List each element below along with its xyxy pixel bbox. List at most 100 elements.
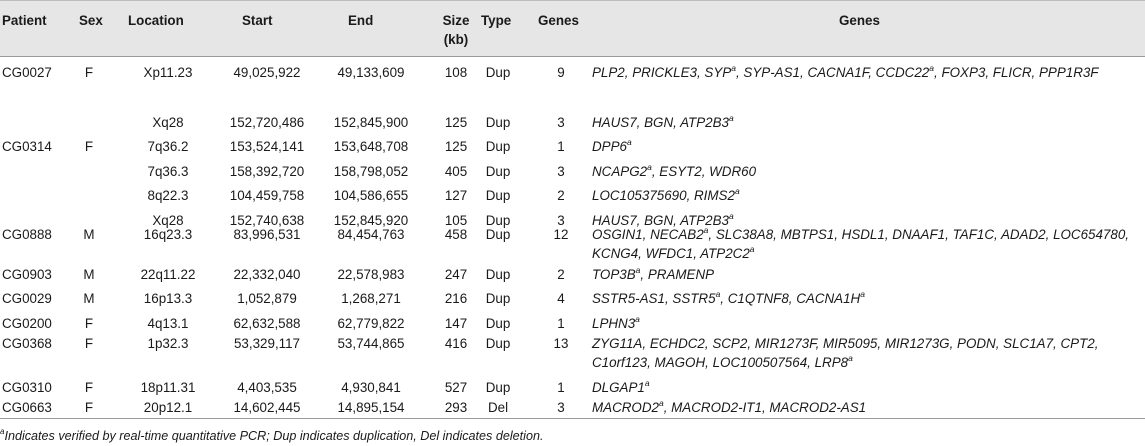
verified-marker: a bbox=[731, 62, 736, 73]
cell-patient: CG0888 bbox=[2, 227, 52, 242]
gene-name: SLC1A7 bbox=[1003, 336, 1054, 351]
cell-type: Dup bbox=[485, 291, 511, 306]
cell-sex: F bbox=[84, 400, 94, 415]
cell-location: 8q22.3 bbox=[147, 188, 189, 203]
gene-name: LOC100507564 bbox=[712, 355, 808, 370]
gene-name: FLICR bbox=[992, 65, 1032, 80]
gene-name: ZYG11A bbox=[592, 336, 643, 351]
gene-name: MACROD2 bbox=[592, 400, 659, 415]
cell-genes: ZYG11A, ECHDC2, SCP2, MIR1273F, MIR5095,… bbox=[592, 336, 1099, 370]
cell-type: Dup bbox=[485, 380, 511, 395]
gene-name: SCP2 bbox=[712, 336, 748, 351]
cell-location: Xp11.23 bbox=[143, 65, 193, 80]
gene-name: PLP2 bbox=[592, 65, 625, 80]
header-rule bbox=[0, 56, 1145, 57]
cell-start: 152,720,486 bbox=[229, 115, 305, 130]
verified-marker: a bbox=[635, 264, 641, 275]
gene-name: LPHN3 bbox=[592, 316, 636, 331]
cell-end: 104,586,655 bbox=[333, 188, 409, 203]
cell-start: 152,740,638 bbox=[229, 213, 305, 228]
cell-type: Dup bbox=[485, 115, 511, 130]
cell-type: Dup bbox=[485, 227, 511, 242]
gene-name: CACNA1F bbox=[807, 65, 869, 80]
verified-marker: a bbox=[734, 185, 740, 196]
cell-count: 2 bbox=[557, 188, 565, 203]
cell-patient: CG0029 bbox=[2, 291, 52, 306]
cell-size: 147 bbox=[444, 316, 468, 331]
cell-start: 153,524,141 bbox=[229, 139, 305, 154]
gene-name: ATP2C2 bbox=[700, 246, 750, 261]
cell-count: 12 bbox=[553, 227, 569, 242]
gene-name: RIMS2 bbox=[694, 188, 735, 203]
cell-size: 108 bbox=[444, 65, 468, 80]
cell-genes: OSGIN1, NECAB2a, SLC38A8, MBTPS1, HSDL1,… bbox=[592, 224, 1130, 261]
verified-marker: a bbox=[848, 352, 853, 363]
gene-name: C1orf123 bbox=[592, 355, 648, 370]
cell-size: 458 bbox=[444, 227, 468, 242]
gene-name: ATP2B3 bbox=[680, 115, 729, 130]
gene-name: LOC654780 bbox=[1053, 227, 1126, 242]
gene-name: DNAAF1 bbox=[892, 227, 946, 242]
cell-end: 1,268,271 bbox=[341, 291, 401, 306]
cell-type: Dup bbox=[485, 267, 511, 282]
cell-type: Dup bbox=[485, 213, 511, 228]
gene-name: DPP6 bbox=[592, 139, 627, 154]
cell-count: 1 bbox=[557, 139, 565, 154]
gene-name: PRICKLE3 bbox=[632, 65, 697, 80]
gene-name: BGN bbox=[644, 213, 674, 228]
cell-type: Dup bbox=[485, 188, 511, 203]
cell-patient: CG0027 bbox=[2, 65, 52, 80]
cell-size: 125 bbox=[444, 115, 468, 130]
verified-marker: a bbox=[860, 288, 865, 299]
footnote-text: Indicates verified by real-time quantita… bbox=[4, 429, 544, 443]
cell-location: 7q36.2 bbox=[147, 139, 189, 154]
header-size-label: Size bbox=[442, 13, 470, 28]
cell-type: Dup bbox=[485, 65, 511, 80]
cell-sex: M bbox=[83, 267, 95, 282]
cell-count: 3 bbox=[557, 400, 565, 415]
gene-name: DLGAP1 bbox=[592, 380, 645, 395]
gene-name: KCNG4 bbox=[592, 246, 639, 261]
gene-name: FOXP3 bbox=[941, 65, 986, 80]
cell-patient: CG0314 bbox=[2, 139, 52, 154]
cell-sex: F bbox=[84, 336, 94, 351]
gene-name: HAUS7 bbox=[592, 115, 637, 130]
gene-name: CCDC22 bbox=[875, 65, 930, 80]
gene-name: MBTPS1 bbox=[780, 227, 835, 242]
verified-marker: a bbox=[658, 397, 664, 408]
cell-type: Dup bbox=[485, 336, 511, 351]
cell-size: 527 bbox=[444, 380, 468, 395]
cell-location: 7q36.3 bbox=[147, 164, 189, 179]
gene-name: SSTR5 bbox=[672, 291, 716, 306]
verified-marker: a bbox=[635, 313, 640, 324]
cell-location: Xq28 bbox=[152, 115, 184, 130]
cell-type: Dup bbox=[485, 139, 511, 154]
gene-name: HAUS7 bbox=[592, 213, 637, 228]
header-start: Start bbox=[242, 13, 273, 28]
cell-location: 16q23.3 bbox=[143, 227, 193, 242]
gene-name: MAGOH bbox=[654, 355, 706, 370]
cell-size: 125 bbox=[444, 139, 468, 154]
cell-genes: LOC105375690, RIMS2a bbox=[592, 185, 740, 203]
cell-genes: TOP3Ba, PRAMENP bbox=[592, 264, 715, 282]
gene-name: PODN bbox=[957, 336, 996, 351]
cell-sex: M bbox=[83, 227, 95, 242]
table-footnote: aIndicates verified by real-time quantit… bbox=[0, 427, 544, 444]
header-patient: Patient bbox=[2, 13, 47, 28]
cell-size: 105 bbox=[444, 213, 468, 228]
cell-patient: CG0368 bbox=[2, 336, 52, 351]
header-location: Location bbox=[128, 13, 184, 28]
cell-sex: F bbox=[84, 65, 94, 80]
cell-start: 49,025,922 bbox=[233, 65, 301, 80]
cell-end: 158,798,052 bbox=[333, 164, 409, 179]
cell-genes: PLP2, PRICKLE3, SYPa, SYP-AS1, CACNA1F, … bbox=[592, 62, 1099, 80]
verified-marker: a bbox=[626, 136, 632, 147]
cell-patient: CG0903 bbox=[2, 267, 52, 282]
cell-size: 247 bbox=[444, 267, 468, 282]
gene-name: MIR5095 bbox=[823, 336, 878, 351]
table-header bbox=[0, 0, 1145, 56]
gene-name: ADAD2 bbox=[1000, 227, 1046, 242]
cell-end: 49,133,609 bbox=[337, 65, 405, 80]
cell-location: 4q13.1 bbox=[147, 316, 189, 331]
cell-genes: NCAPG2a, ESYT2, WDR60 bbox=[592, 161, 757, 179]
